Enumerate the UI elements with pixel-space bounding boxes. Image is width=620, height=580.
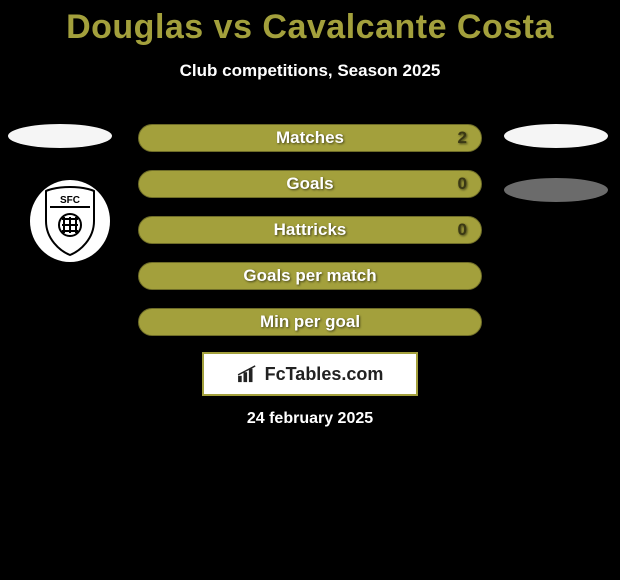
page-title: Douglas vs Cavalcante Costa [0, 0, 620, 47]
subtitle: Club competitions, Season 2025 [0, 61, 620, 81]
bars-icon [237, 365, 259, 383]
stat-row-matches: Matches 2 [138, 124, 482, 152]
brand-text: FcTables.com [265, 364, 384, 385]
svg-text:SFC: SFC [60, 195, 80, 206]
stat-value: 0 [458, 174, 467, 194]
stat-row-hattricks: Hattricks 0 [138, 216, 482, 244]
stat-label: Matches [276, 128, 344, 148]
club-logo: SFC [30, 180, 110, 262]
brand-box[interactable]: FcTables.com [202, 352, 418, 396]
stat-rows: Matches 2 Goals 0 Hattricks 0 Goals per … [138, 124, 482, 354]
player-right-blank-badge-1 [504, 124, 608, 148]
stat-label: Goals [286, 174, 333, 194]
stat-value: 2 [458, 128, 467, 148]
stat-row-min-per-goal: Min per goal [138, 308, 482, 336]
stat-value: 0 [458, 220, 467, 240]
player-right-blank-badge-2 [504, 178, 608, 202]
shield-icon: SFC [40, 185, 100, 257]
stat-row-goals-per-match: Goals per match [138, 262, 482, 290]
stat-label: Min per goal [260, 312, 360, 332]
stat-label: Goals per match [243, 266, 376, 286]
date-text: 24 february 2025 [247, 410, 373, 428]
stat-label: Hattricks [274, 220, 347, 240]
player-left-blank-badge [8, 124, 112, 148]
stat-row-goals: Goals 0 [138, 170, 482, 198]
